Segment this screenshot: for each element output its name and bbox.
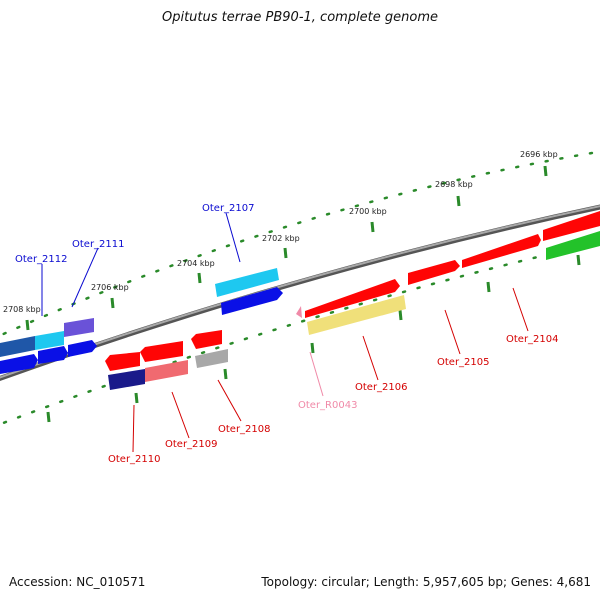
gene-label-oter-2104: Oter_2104 bbox=[506, 334, 559, 345]
gene-blue-arrow bbox=[0, 354, 38, 374]
gene-red-arrow bbox=[140, 341, 183, 362]
gene-label-oter-2105: Oter_2105 bbox=[437, 357, 490, 368]
inner-ruler-track bbox=[0, 241, 600, 426]
genome-backbone-highlight bbox=[0, 205, 600, 379]
gene-blue-arrow bbox=[68, 340, 97, 357]
gene-oter-2111-arrow bbox=[64, 318, 94, 337]
gene-label-oter-2111: Oter_2111 bbox=[72, 239, 125, 250]
ruler-label: 2704 kbp bbox=[177, 259, 215, 268]
gene-oter-2104-arrow bbox=[462, 234, 541, 268]
ruler-label: 2696 kbp bbox=[520, 150, 558, 159]
gene-oter-2113-arrow bbox=[0, 336, 35, 357]
gene-label-oter-r0043: Oter_R0043 bbox=[298, 400, 357, 411]
gene-label-oter-2110: Oter_2110 bbox=[108, 454, 161, 465]
gene-oter-2110-arrow bbox=[108, 369, 145, 390]
map-title: Opitutus terrae PB90-1, complete genome bbox=[161, 10, 439, 25]
gene-oter-2106-yellow-arrow bbox=[307, 295, 406, 335]
gene-label-oter-2107: Oter_2107 bbox=[202, 203, 255, 214]
gene-red-arrow bbox=[105, 352, 140, 371]
gene-oter-2108-arrow bbox=[195, 349, 228, 368]
major-ticks bbox=[25, 165, 581, 423]
gene-oter-2105-arrow bbox=[408, 260, 460, 285]
gene-oter-2112-arrow bbox=[35, 331, 64, 350]
forward-genes bbox=[0, 211, 600, 374]
gene-oter-2107-arrow bbox=[215, 268, 279, 297]
gene-blue-arrow bbox=[38, 346, 68, 364]
callout-lines bbox=[41, 212, 529, 453]
gene-label-oter-2106: Oter_2106 bbox=[355, 382, 408, 393]
ruler-label: 2698 kbp bbox=[435, 180, 473, 189]
gene-oter-r0043-arrow bbox=[296, 306, 302, 318]
gene-label-oter-2108: Oter_2108 bbox=[218, 424, 271, 435]
gene-green-arrow bbox=[546, 231, 600, 260]
accession-text: Accession: NC_010571 bbox=[9, 575, 146, 589]
ruler-label: 2708 kbp bbox=[3, 305, 41, 314]
gene-oter-2109-arrow bbox=[145, 360, 188, 382]
ruler-label: 2702 kbp bbox=[262, 234, 300, 243]
gene-blue-arrow bbox=[221, 287, 283, 315]
genome-summary-text: Topology: circular; Length: 5,957,605 bp… bbox=[261, 575, 591, 589]
reverse-genes bbox=[105, 295, 406, 390]
ruler-label: 2706 kbp bbox=[91, 283, 129, 292]
genome-backbone bbox=[0, 204, 600, 382]
gene-oter-2106-arrow bbox=[305, 279, 400, 318]
outer-ruler-track bbox=[0, 150, 600, 337]
ruler-label: 2700 kbp bbox=[349, 207, 387, 216]
gene-red-arrow bbox=[543, 211, 600, 241]
gene-label-oter-2109: Oter_2109 bbox=[165, 439, 218, 450]
gene-label-oter-2112: Oter_2112 bbox=[15, 254, 68, 265]
gene-red-arrow bbox=[191, 330, 222, 349]
